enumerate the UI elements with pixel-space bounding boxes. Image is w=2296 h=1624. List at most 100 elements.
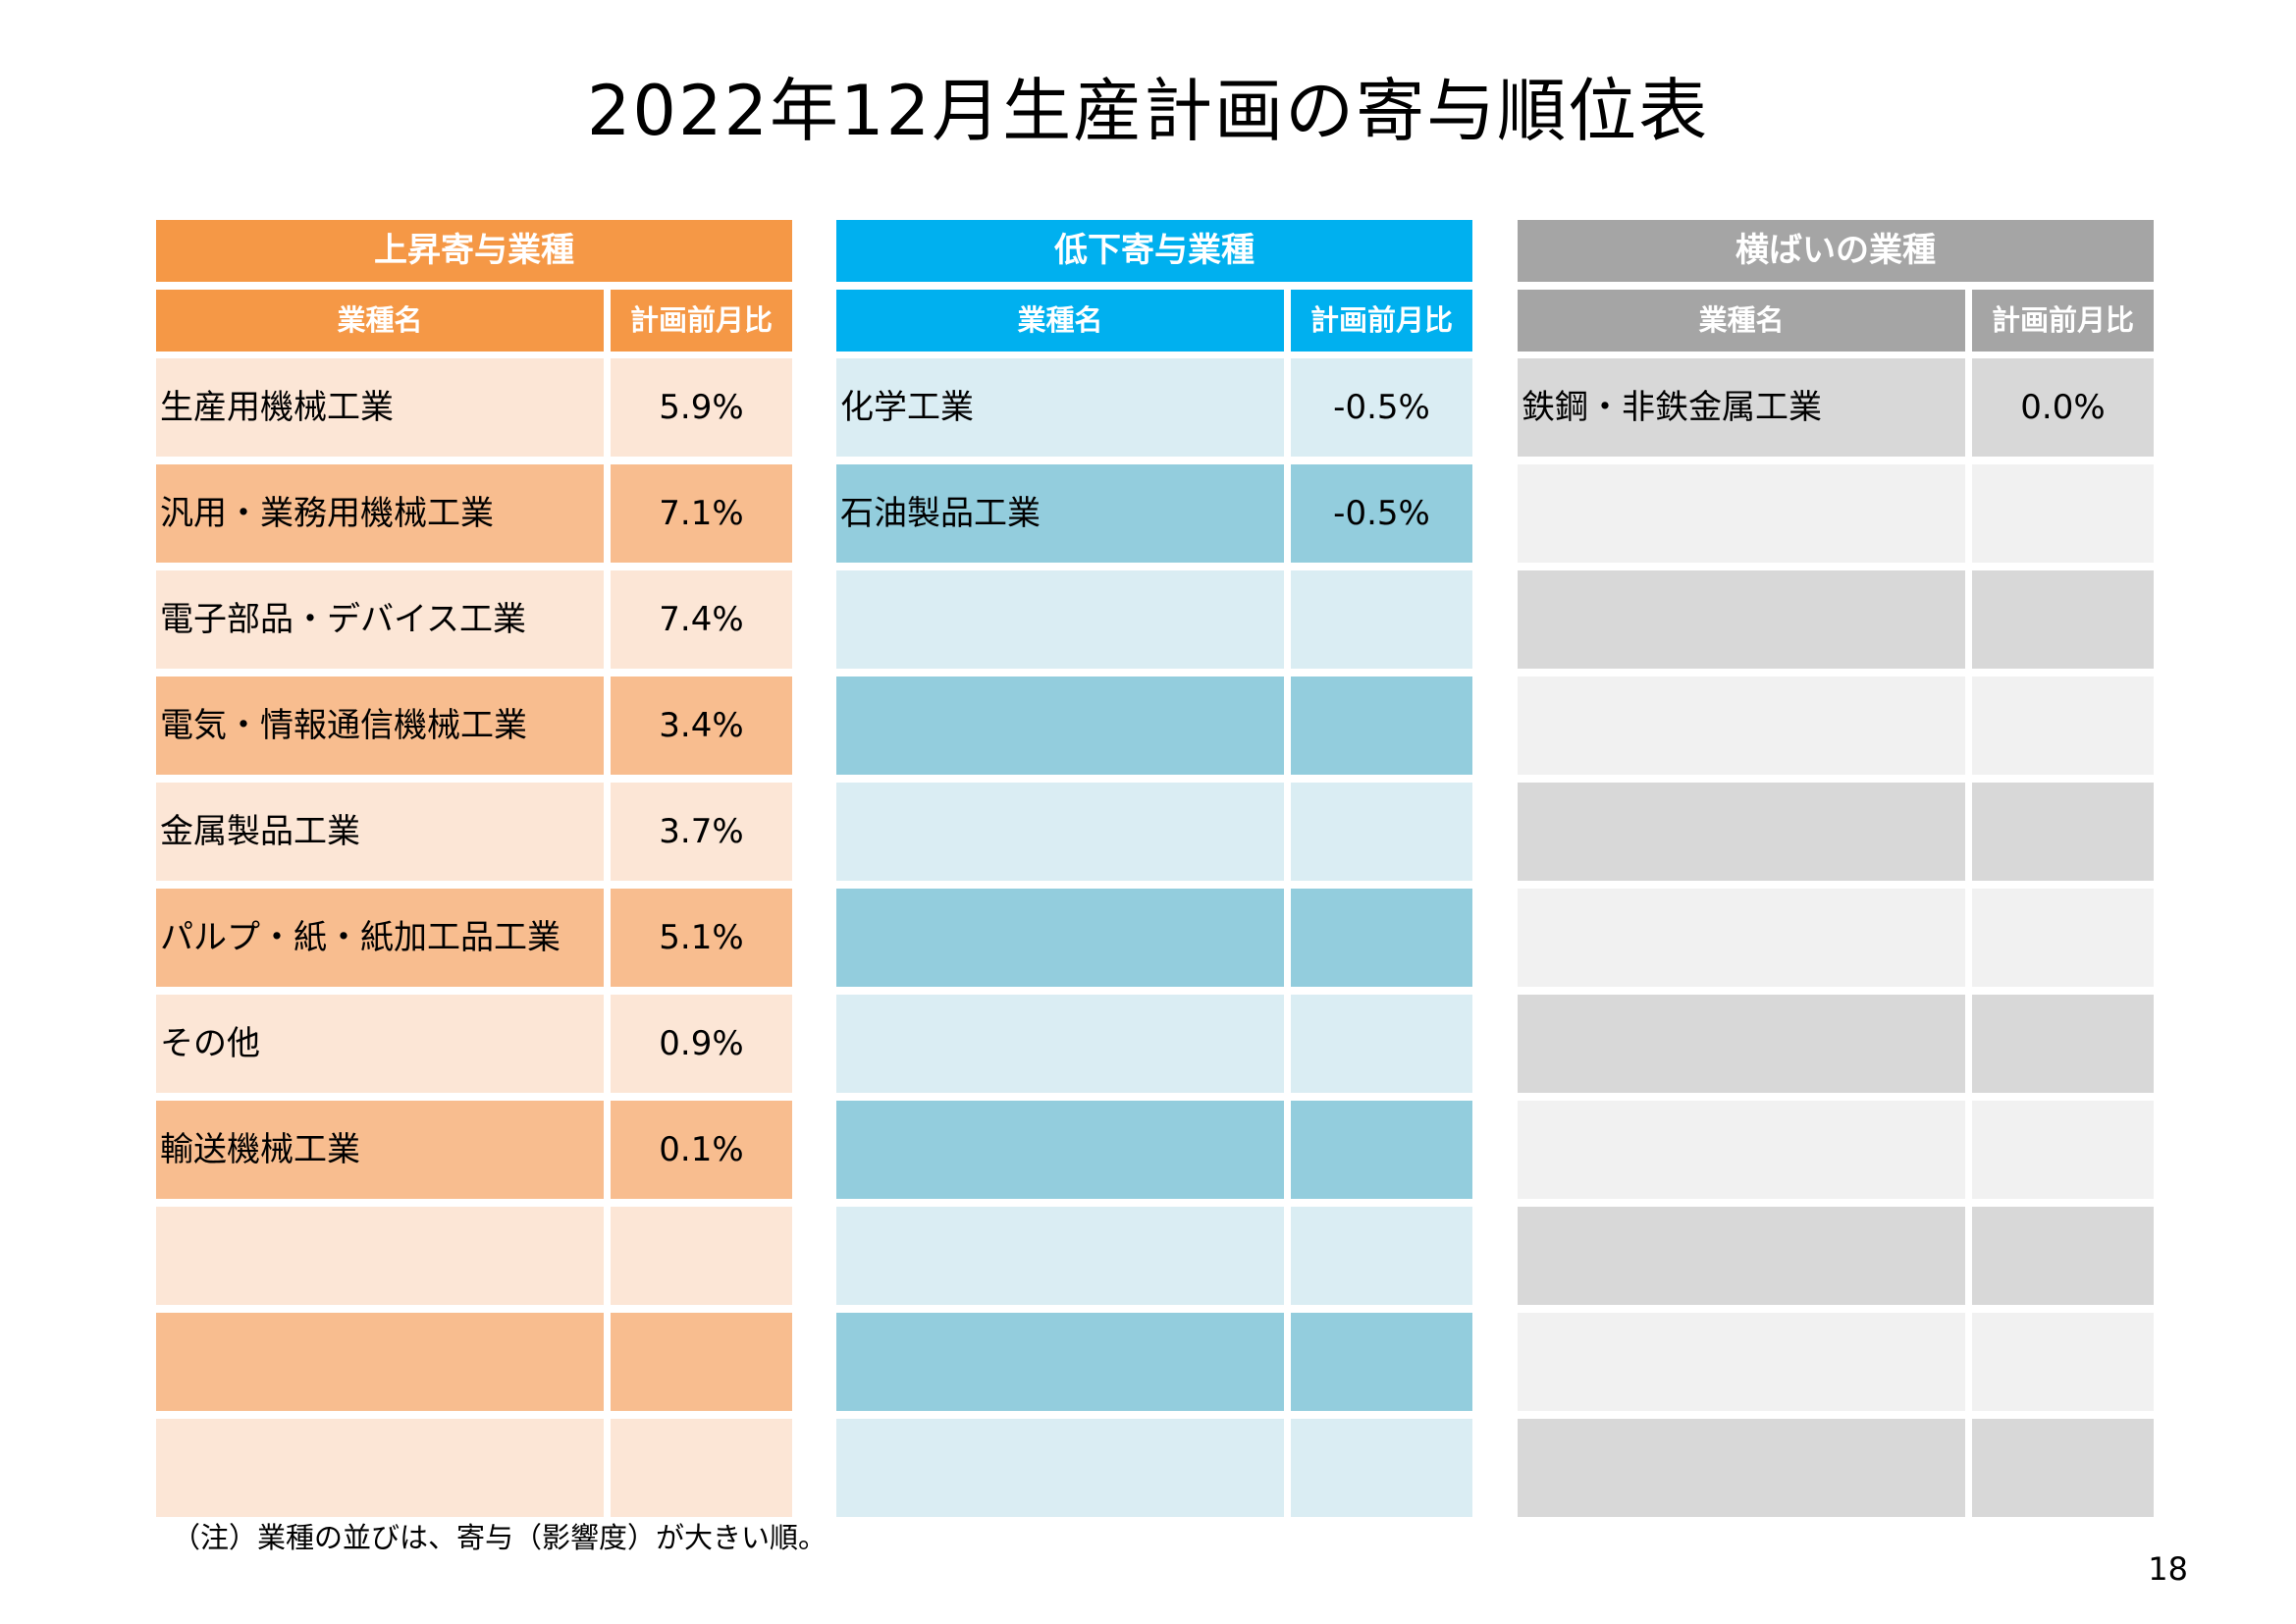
table-row xyxy=(836,1101,1472,1199)
industry-name-cell xyxy=(1518,995,1965,1093)
ratio-cell xyxy=(1972,1313,2154,1411)
ratio-cell xyxy=(1972,889,2154,987)
footnote: （注）業種の並びは、寄与（影響度）が大きい順。 xyxy=(172,1521,828,1554)
ratio-cell xyxy=(1291,1313,1472,1411)
industry-name-cell xyxy=(836,677,1284,775)
column-header-ratio: 計画前月比 xyxy=(1291,290,1472,352)
industry-name-cell: 生産用機械工業 xyxy=(156,358,604,457)
ratio-cell xyxy=(1972,464,2154,563)
industry-name-cell: 化学工業 xyxy=(836,358,1284,457)
table-row xyxy=(836,889,1472,987)
column-headers: 業種名 計画前月比 xyxy=(156,290,792,352)
table-row xyxy=(1518,889,2154,987)
table-row xyxy=(1518,783,2154,881)
table-row: 電気・情報通信機械工業 3.4% xyxy=(156,677,792,775)
table-row xyxy=(836,570,1472,669)
ratio-cell xyxy=(1972,1419,2154,1517)
table-row xyxy=(836,677,1472,775)
panel-flat-industries: 横ばいの業種 業種名 計画前月比 鉄鋼・非鉄金属工業 0.0% xyxy=(1518,220,2154,1525)
column-header-ratio: 計画前月比 xyxy=(611,290,792,352)
table-body: 生産用機械工業 5.9% 汎用・業務用機械工業 7.1% 電子部品・デバイス工業 7.4%… xyxy=(156,358,792,1517)
table-row xyxy=(1518,570,2154,669)
ratio-cell: 0.9% xyxy=(611,995,792,1093)
ratio-cell: 3.4% xyxy=(611,677,792,775)
table-row xyxy=(836,1419,1472,1517)
ratio-cell xyxy=(611,1419,792,1517)
column-header-name: 業種名 xyxy=(156,290,604,352)
table-body: 鉄鋼・非鉄金属工業 0.0% xyxy=(1518,358,2154,1517)
industry-name-cell xyxy=(836,1207,1284,1305)
table-row: 金属製品工業 3.7% xyxy=(156,783,792,881)
ratio-cell: 0.1% xyxy=(611,1101,792,1199)
table-row xyxy=(1518,677,2154,775)
table-row: 輸送機械工業 0.1% xyxy=(156,1101,792,1199)
industry-name-cell: 電子部品・デバイス工業 xyxy=(156,570,604,669)
industry-name-cell xyxy=(1518,464,1965,563)
industry-name-cell: 輸送機械工業 xyxy=(156,1101,604,1199)
table-row xyxy=(156,1207,792,1305)
table-row xyxy=(156,1419,792,1517)
ratio-cell: -0.5% xyxy=(1291,358,1472,457)
ratio-cell: 7.4% xyxy=(611,570,792,669)
industry-name-cell xyxy=(156,1207,604,1305)
ratio-cell xyxy=(1972,570,2154,669)
industry-name-cell xyxy=(836,1313,1284,1411)
industry-name-cell xyxy=(836,889,1284,987)
ratio-cell xyxy=(1291,570,1472,669)
industry-name-cell: パルプ・紙・紙加工品工業 xyxy=(156,889,604,987)
industry-name-cell xyxy=(1518,1101,1965,1199)
ratio-cell: 0.0% xyxy=(1972,358,2154,457)
table-body: 化学工業 -0.5% 石油製品工業 -0.5% xyxy=(836,358,1472,1517)
category-header: 上昇寄与業種 xyxy=(156,220,792,282)
table-row xyxy=(1518,1313,2154,1411)
column-header-name: 業種名 xyxy=(1518,290,1965,352)
ratio-cell: 5.1% xyxy=(611,889,792,987)
ratio-cell: -0.5% xyxy=(1291,464,1472,563)
industry-name-cell xyxy=(836,1101,1284,1199)
table-row: パルプ・紙・紙加工品工業 5.1% xyxy=(156,889,792,987)
industry-name-cell xyxy=(1518,1313,1965,1411)
industry-name-cell xyxy=(836,570,1284,669)
ratio-cell xyxy=(1291,1207,1472,1305)
industry-name-cell xyxy=(1518,1419,1965,1517)
panel-rising-industries: 上昇寄与業種 業種名 計画前月比 生産用機械工業 5.9% 汎用・業務用機械工業 7.… xyxy=(156,220,792,1525)
industry-name-cell: 金属製品工業 xyxy=(156,783,604,881)
table-row xyxy=(1518,464,2154,563)
ratio-cell xyxy=(1291,995,1472,1093)
industry-name-cell xyxy=(156,1313,604,1411)
table-row: 電子部品・デバイス工業 7.4% xyxy=(156,570,792,669)
column-header-name: 業種名 xyxy=(836,290,1284,352)
column-headers: 業種名 計画前月比 xyxy=(836,290,1472,352)
table-row xyxy=(1518,1419,2154,1517)
industry-name-cell: その他 xyxy=(156,995,604,1093)
industry-name-cell xyxy=(156,1419,604,1517)
ratio-cell: 3.7% xyxy=(611,783,792,881)
table-row: 化学工業 -0.5% xyxy=(836,358,1472,457)
industry-name-cell xyxy=(1518,1207,1965,1305)
table-row xyxy=(1518,1101,2154,1199)
industry-name-cell xyxy=(1518,677,1965,775)
ratio-cell xyxy=(1972,1207,2154,1305)
table-row xyxy=(156,1313,792,1411)
industry-name-cell xyxy=(836,783,1284,881)
ratio-cell: 5.9% xyxy=(611,358,792,457)
category-header: 横ばいの業種 xyxy=(1518,220,2154,282)
ratio-cell xyxy=(1291,889,1472,987)
table-row: 生産用機械工業 5.9% xyxy=(156,358,792,457)
ratio-cell xyxy=(1291,1419,1472,1517)
industry-name-cell xyxy=(1518,570,1965,669)
industry-name-cell: 汎用・業務用機械工業 xyxy=(156,464,604,563)
ratio-cell: 7.1% xyxy=(611,464,792,563)
table-row: その他 0.9% xyxy=(156,995,792,1093)
category-header: 低下寄与業種 xyxy=(836,220,1472,282)
column-headers: 業種名 計画前月比 xyxy=(1518,290,2154,352)
panel-declining-industries: 低下寄与業種 業種名 計画前月比 化学工業 -0.5% 石油製品工業 -0.5% xyxy=(836,220,1472,1525)
table-row: 汎用・業務用機械工業 7.1% xyxy=(156,464,792,563)
ratio-cell xyxy=(611,1207,792,1305)
table-row xyxy=(1518,1207,2154,1305)
industry-name-cell xyxy=(1518,889,1965,987)
industry-name-cell xyxy=(1518,783,1965,881)
industry-name-cell xyxy=(836,1419,1284,1517)
industry-name-cell: 電気・情報通信機械工業 xyxy=(156,677,604,775)
table-row xyxy=(836,783,1472,881)
